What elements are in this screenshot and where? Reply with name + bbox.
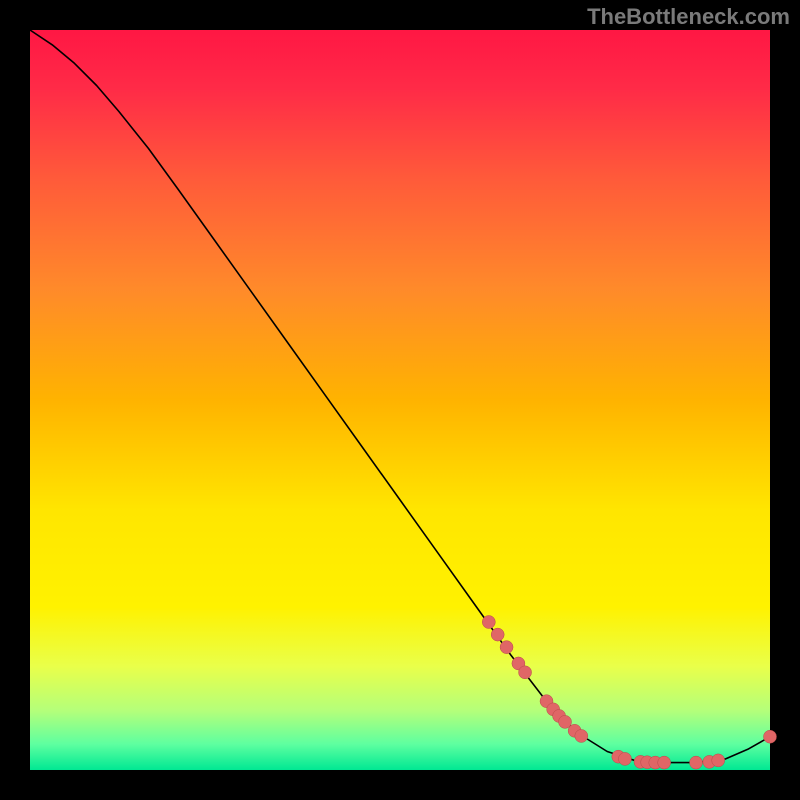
data-marker [575, 729, 588, 742]
data-marker [712, 754, 725, 767]
data-marker [500, 641, 513, 654]
data-marker [519, 666, 532, 679]
bottleneck-chart [0, 0, 800, 800]
data-marker [618, 752, 631, 765]
data-marker [482, 616, 495, 629]
data-marker [764, 730, 777, 743]
data-marker [690, 756, 703, 769]
chart-container: TheBottleneck.com [0, 0, 800, 800]
watermark-text: TheBottleneck.com [587, 4, 790, 30]
data-marker [491, 628, 504, 641]
gradient-background [30, 30, 770, 770]
data-marker [658, 756, 671, 769]
